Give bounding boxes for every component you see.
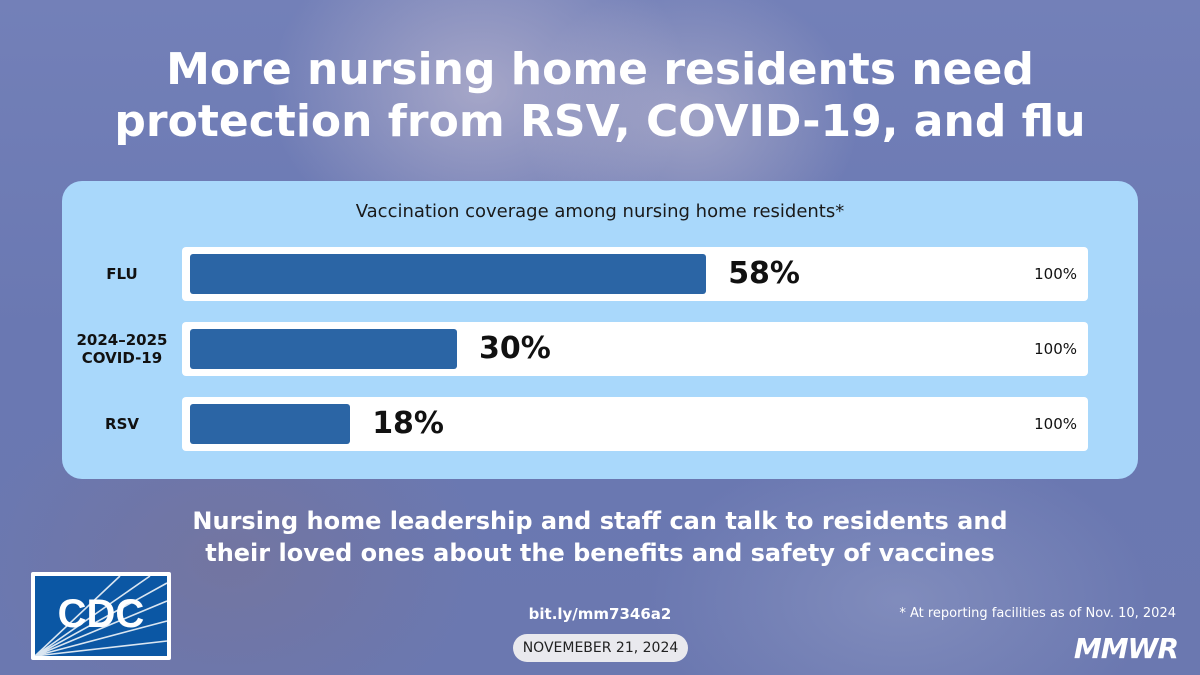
- date-badge: NOVEMEBER 21, 2024: [513, 634, 688, 662]
- call-to-action-line-2: their loved ones about the benefits and …: [205, 539, 995, 567]
- category-label-line: 2024–2025: [76, 331, 168, 349]
- category-label: RSV: [62, 415, 182, 433]
- category-label-line: FLU: [106, 265, 138, 283]
- headline-line-2: protection from RSV, COVID-19, and flu: [114, 96, 1086, 147]
- value-label: 58%: [728, 256, 800, 291]
- call-to-action-line-1: Nursing home leadership and staff can ta…: [192, 507, 1008, 535]
- bar: [190, 329, 457, 369]
- headline: More nursing home residents need protect…: [0, 44, 1200, 148]
- chart-title: Vaccination coverage among nursing home …: [355, 201, 845, 222]
- bar: [190, 254, 707, 294]
- bar: [190, 404, 351, 444]
- cdc-logo: CDC: [31, 572, 171, 660]
- footnote: * At reporting facilities as of Nov. 10,…: [899, 606, 1176, 621]
- bar-track: 30% 100%: [182, 322, 1088, 376]
- category-label: 2024–2025 COVID-19: [62, 331, 182, 367]
- category-label-line: COVID-19: [81, 349, 163, 367]
- max-label: 100%: [1034, 265, 1077, 283]
- bar-track: 18% 100%: [182, 397, 1088, 451]
- bar-track: 58% 100%: [182, 247, 1088, 301]
- short-link[interactable]: bit.ly/mm7346a2: [528, 605, 672, 623]
- max-label: 100%: [1034, 415, 1077, 433]
- value-label: 18%: [372, 406, 444, 441]
- category-label: FLU: [62, 265, 182, 283]
- max-label: 100%: [1034, 340, 1077, 358]
- call-to-action: Nursing home leadership and staff can ta…: [0, 505, 1200, 569]
- headline-line-1: More nursing home residents need: [166, 44, 1034, 95]
- cdc-logo-text: CDC: [58, 592, 145, 636]
- value-label: 30%: [479, 331, 551, 366]
- category-label-line: RSV: [105, 415, 139, 433]
- mmwr-logo: MMWR: [1073, 632, 1179, 665]
- chart-card: Vaccination coverage among nursing home …: [62, 181, 1138, 479]
